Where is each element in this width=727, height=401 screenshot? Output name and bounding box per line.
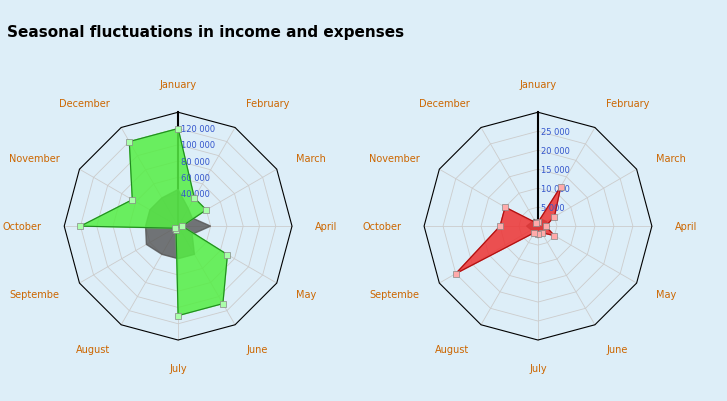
Text: October: October xyxy=(362,222,401,231)
Text: 120 000: 120 000 xyxy=(181,125,215,134)
Text: December: December xyxy=(59,99,110,109)
Text: December: December xyxy=(419,99,470,109)
Text: March: March xyxy=(656,154,686,163)
Text: October: October xyxy=(2,222,41,231)
Text: May: May xyxy=(656,290,677,300)
Polygon shape xyxy=(456,187,561,274)
Text: Seasonal fluctuations in income and expenses: Seasonal fluctuations in income and expe… xyxy=(7,25,404,40)
Text: July: July xyxy=(529,363,547,373)
Text: Septembe: Septembe xyxy=(369,290,419,300)
Text: April: April xyxy=(315,222,337,231)
Text: March: March xyxy=(297,154,326,163)
Text: June: June xyxy=(606,344,627,354)
Polygon shape xyxy=(81,129,228,316)
Text: January: January xyxy=(159,80,197,90)
Text: 20 000: 20 000 xyxy=(541,146,570,155)
Polygon shape xyxy=(526,220,550,238)
Text: May: May xyxy=(297,290,317,300)
Text: 15 000: 15 000 xyxy=(541,165,570,174)
Text: 60 000: 60 000 xyxy=(181,173,210,182)
Text: 25 000: 25 000 xyxy=(541,128,570,136)
Text: 80 000: 80 000 xyxy=(181,157,210,166)
Text: Septembe: Septembe xyxy=(9,290,60,300)
Text: November: November xyxy=(369,154,419,163)
Text: 10 000: 10 000 xyxy=(541,184,570,193)
Text: 100 000: 100 000 xyxy=(181,141,215,150)
Text: 40 000: 40 000 xyxy=(181,190,210,198)
Polygon shape xyxy=(145,190,211,259)
Text: July: July xyxy=(169,363,187,373)
Text: February: February xyxy=(606,99,650,109)
Text: August: August xyxy=(76,344,110,354)
Text: April: April xyxy=(675,222,697,231)
Text: June: June xyxy=(246,344,268,354)
Text: November: November xyxy=(9,154,60,163)
Text: 5 000: 5 000 xyxy=(541,203,564,212)
Text: February: February xyxy=(246,99,290,109)
Text: January: January xyxy=(519,80,557,90)
Text: August: August xyxy=(435,344,470,354)
